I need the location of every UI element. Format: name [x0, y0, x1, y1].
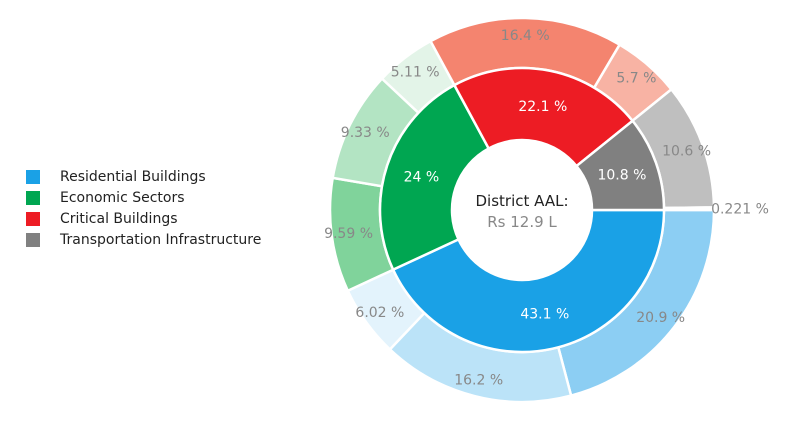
outer-slice-label-1: 16.2 % [454, 373, 503, 389]
legend-item-economic-sectors: Economic Sectors [26, 187, 261, 208]
outer-slice-9 [662, 206, 716, 212]
inner-ring [378, 66, 666, 354]
outer-slice-label-5: 5.11 % [391, 64, 440, 80]
legend-swatch [26, 190, 40, 205]
inner-slice-label-critical-buildings: 22.1 % [518, 99, 567, 115]
inner-slice-label-transportation-infrastructure: 10.8 % [597, 168, 646, 184]
legend-label: Critical Buildings [60, 210, 178, 227]
legend: Residential Buildings Economic Sectors Cri… [26, 166, 261, 250]
outer-slice-label-4: 9.33 % [341, 125, 390, 141]
legend-label: Economic Sectors [60, 189, 185, 206]
inner-slice-label-economic-sectors: 24 % [404, 170, 440, 186]
outer-slice-label-8: 10.6 % [662, 144, 711, 160]
outer-slice-label-9: 0.221 % [711, 201, 769, 217]
legend-item-critical-buildings: Critical Buildings [26, 208, 261, 229]
outer-slice-label-0: 20.9 % [636, 310, 685, 326]
legend-item-residential-buildings: Residential Buildings [26, 166, 261, 187]
slice-labels: 43.1 % 24 % 22.1 % 10.8 % 20.9 % 16.2 % 6.02 %… [324, 28, 769, 389]
inner-slice-economic-sectors [378, 83, 491, 272]
legend-label: Transportation Infrastructure [60, 231, 262, 248]
legend-item-transportation-infrastructure: Transportation Infrastructure [26, 229, 261, 250]
outer-slice-label-7: 5.7 % [616, 71, 656, 87]
inner-slice-critical-buildings [452, 66, 635, 168]
legend-label: Residential Buildings [60, 168, 206, 185]
inner-slice-transportation-infrastructure [574, 119, 666, 212]
center-label-line1: District AAL: [476, 192, 569, 210]
inner-slice-residential-buildings [391, 208, 666, 354]
outer-slice-label-6: 16.4 % [501, 28, 550, 44]
center-label-line2: Rs 12.9 L [487, 213, 557, 231]
legend-swatch [26, 169, 40, 184]
outer-slice-label-3: 9.59 % [324, 226, 373, 242]
outer-slice-label-2: 6.02 % [355, 305, 404, 321]
inner-slice-label-residential-buildings: 43.1 % [520, 307, 569, 323]
legend-swatch [26, 211, 40, 226]
legend-swatch [26, 232, 40, 247]
outer-ring [328, 16, 716, 404]
